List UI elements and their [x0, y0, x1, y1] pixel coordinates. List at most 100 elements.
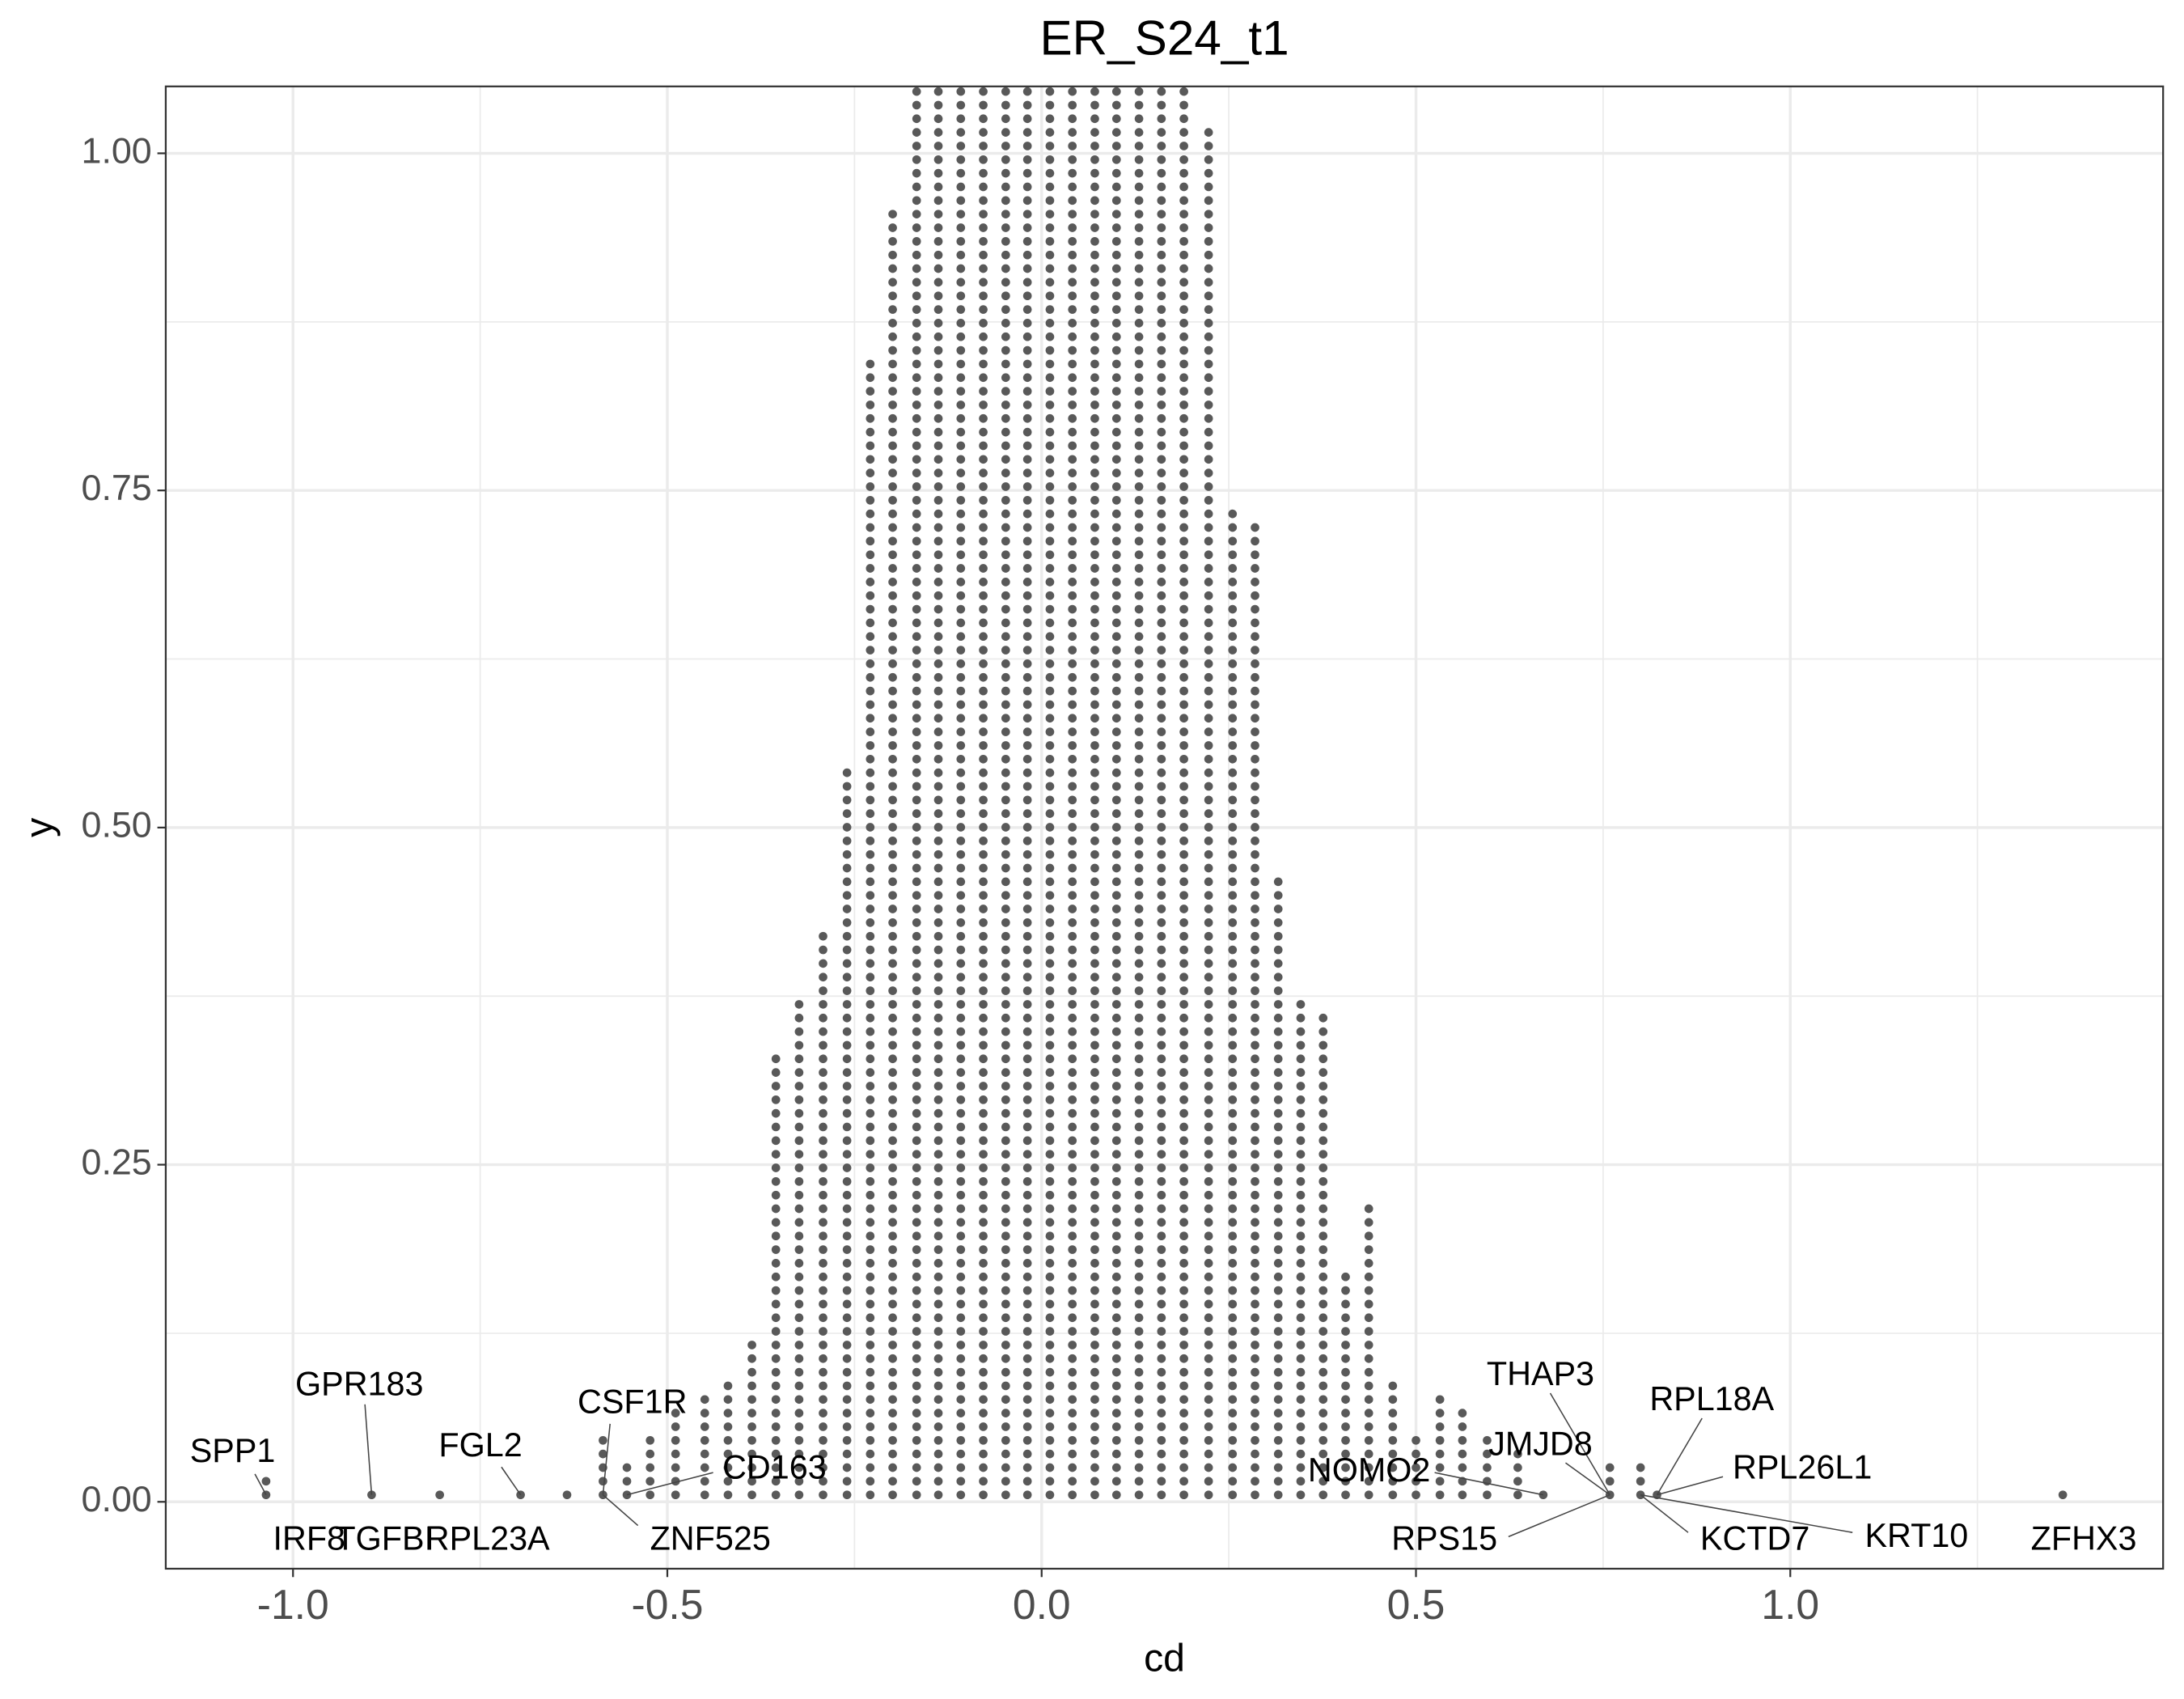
dot — [933, 1231, 943, 1241]
dot — [1045, 495, 1055, 505]
dot — [912, 168, 921, 178]
dot — [771, 1395, 781, 1405]
dot — [1251, 1354, 1259, 1363]
dot — [1045, 1122, 1055, 1132]
dot — [1251, 1095, 1259, 1104]
dot — [933, 236, 943, 246]
dot — [956, 291, 966, 301]
dot — [956, 1108, 966, 1118]
dot — [1157, 714, 1166, 723]
dot — [866, 1122, 875, 1132]
dot — [1134, 986, 1144, 995]
dot — [794, 1286, 804, 1295]
dot — [1111, 1245, 1121, 1254]
dot — [1022, 1204, 1032, 1214]
dot — [842, 1095, 852, 1104]
dot — [1022, 1381, 1032, 1391]
dot — [819, 1286, 827, 1295]
dot — [1204, 618, 1213, 628]
dot — [1090, 168, 1099, 178]
dot — [933, 87, 943, 96]
dot — [888, 1190, 897, 1200]
dot — [1273, 1435, 1283, 1445]
dot — [912, 1027, 921, 1036]
dot — [979, 1327, 988, 1336]
leader-line — [1549, 1392, 1610, 1496]
dot — [979, 182, 988, 192]
dot — [1228, 795, 1238, 805]
dot — [1179, 686, 1188, 696]
dot — [933, 1354, 943, 1363]
dot — [1364, 1286, 1373, 1295]
gene-label: THAP3 — [1487, 1355, 1594, 1392]
dot — [979, 823, 988, 832]
dot — [1068, 1095, 1077, 1104]
dot — [866, 672, 875, 682]
dot — [771, 1463, 781, 1472]
dot — [1045, 863, 1055, 873]
dot — [1068, 891, 1077, 900]
dot — [1179, 441, 1188, 451]
dot — [1157, 1122, 1166, 1132]
dot — [1296, 1108, 1306, 1118]
dot — [842, 1409, 852, 1417]
dot — [979, 863, 988, 873]
dot — [979, 632, 988, 642]
dot — [888, 1000, 897, 1009]
dot — [1111, 495, 1121, 505]
dot — [933, 1108, 943, 1118]
dot — [1068, 836, 1077, 845]
dot — [1204, 1354, 1213, 1363]
dot — [1134, 468, 1144, 477]
dot — [1179, 196, 1188, 205]
dot — [1068, 931, 1077, 941]
dot — [1341, 1395, 1350, 1405]
dot — [866, 972, 875, 982]
dot — [1111, 945, 1121, 955]
dot — [1068, 1299, 1077, 1309]
dot — [1157, 278, 1166, 287]
dot — [866, 1327, 875, 1336]
dot — [794, 1367, 804, 1377]
dot — [1179, 278, 1188, 287]
dot — [956, 795, 966, 805]
leader-line — [1565, 1462, 1610, 1496]
dot — [1157, 1082, 1166, 1091]
dot — [1001, 1477, 1010, 1486]
dot — [1435, 1435, 1445, 1445]
dot — [1251, 931, 1259, 941]
dot — [866, 413, 875, 423]
dot — [979, 1477, 988, 1486]
dot — [1251, 646, 1259, 655]
dot — [1022, 850, 1032, 859]
dot — [956, 1150, 966, 1159]
dot — [956, 836, 966, 845]
dot — [1001, 863, 1010, 873]
dot — [842, 986, 852, 995]
dot — [1318, 1176, 1328, 1186]
dot — [1364, 1367, 1373, 1377]
dot — [1090, 1054, 1099, 1064]
dot — [1251, 1259, 1259, 1268]
dot — [1157, 1163, 1166, 1172]
dot — [771, 1204, 781, 1214]
dot — [1251, 1190, 1259, 1200]
dot — [1251, 1286, 1259, 1295]
dot — [956, 700, 966, 710]
dot — [1318, 1218, 1328, 1227]
dot — [956, 1068, 966, 1077]
dot — [1045, 1341, 1055, 1349]
dot — [1022, 1040, 1032, 1050]
dot — [933, 1327, 943, 1336]
dot — [956, 618, 966, 628]
dot — [866, 686, 875, 696]
dot — [1204, 345, 1213, 355]
dot — [933, 1245, 943, 1254]
dot — [979, 1176, 988, 1186]
dot — [1341, 1313, 1350, 1323]
dot — [866, 1095, 875, 1104]
dot — [1157, 754, 1166, 764]
dot — [1318, 1122, 1328, 1132]
dot — [1045, 1013, 1055, 1023]
gene-label: SPP1 — [190, 1432, 276, 1469]
